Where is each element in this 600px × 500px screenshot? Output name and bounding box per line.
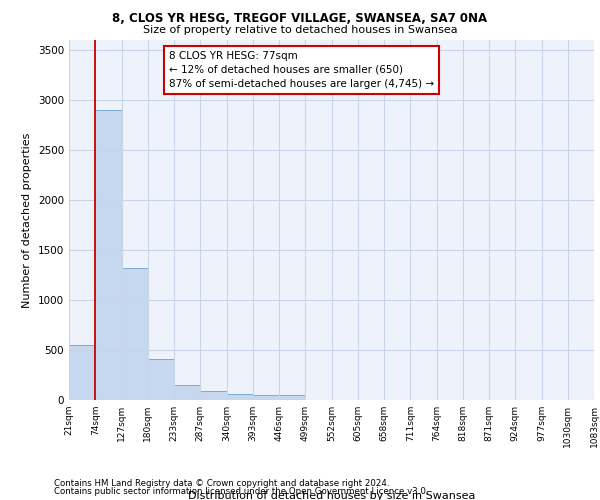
Bar bbox=[69, 345, 95, 400]
Bar bbox=[148, 359, 174, 400]
Bar bbox=[174, 384, 200, 400]
Text: 8, CLOS YR HESG, TREGOF VILLAGE, SWANSEA, SA7 0NA: 8, CLOS YR HESG, TREGOF VILLAGE, SWANSEA… bbox=[112, 12, 488, 26]
Bar bbox=[121, 268, 148, 400]
Y-axis label: Number of detached properties: Number of detached properties bbox=[22, 132, 32, 308]
Text: Contains HM Land Registry data © Crown copyright and database right 2024.: Contains HM Land Registry data © Crown c… bbox=[54, 478, 389, 488]
Text: Contains public sector information licensed under the Open Government Licence v3: Contains public sector information licen… bbox=[54, 487, 428, 496]
Bar bbox=[253, 394, 279, 400]
Bar bbox=[227, 394, 253, 400]
Bar bbox=[279, 395, 305, 400]
X-axis label: Distribution of detached houses by size in Swansea: Distribution of detached houses by size … bbox=[188, 492, 475, 500]
Bar bbox=[200, 390, 227, 400]
Text: Size of property relative to detached houses in Swansea: Size of property relative to detached ho… bbox=[143, 25, 457, 35]
Bar bbox=[95, 110, 121, 400]
Text: 8 CLOS YR HESG: 77sqm
← 12% of detached houses are smaller (650)
87% of semi-det: 8 CLOS YR HESG: 77sqm ← 12% of detached … bbox=[169, 51, 434, 89]
